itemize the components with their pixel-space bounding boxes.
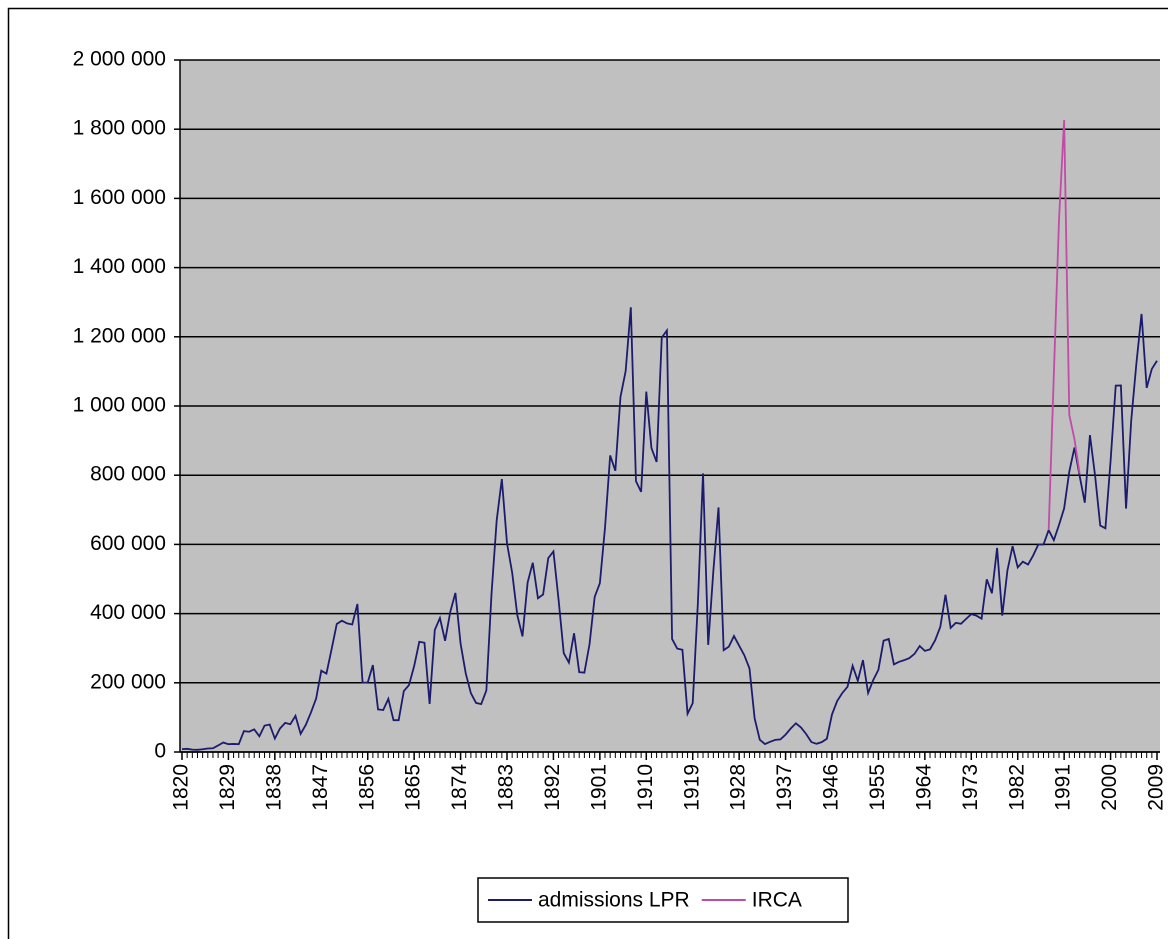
y-tick-label: 800 000 xyxy=(90,463,166,486)
x-tick-label: 1847 xyxy=(309,764,332,811)
x-tick-label: 1955 xyxy=(866,764,889,811)
series-line xyxy=(181,307,1158,751)
x-tick-label: 1946 xyxy=(820,764,843,811)
y-tick-label: 2 000 000 xyxy=(73,48,166,71)
legend-label: IRCA xyxy=(752,889,802,912)
x-tick-label: 1964 xyxy=(912,764,935,811)
y-tick-label: 600 000 xyxy=(90,532,166,555)
y-tick-label: 200 000 xyxy=(90,670,166,693)
y-tick-label: 0 xyxy=(154,740,166,763)
legend-label: admissions LPR xyxy=(538,889,690,912)
x-tick-label: 1829 xyxy=(216,764,239,811)
x-tick-label: 1991 xyxy=(1052,764,1075,811)
x-tick-label: 1892 xyxy=(541,764,564,811)
x-tick-label: 1874 xyxy=(448,764,471,811)
x-tick-label: 1865 xyxy=(402,764,425,811)
x-tick-label: 2000 xyxy=(1098,764,1121,811)
x-tick-label: 1982 xyxy=(1005,764,1028,811)
y-tick-label: 400 000 xyxy=(90,601,166,624)
x-tick-label: 1856 xyxy=(355,764,378,811)
series-line xyxy=(1047,119,1081,531)
y-tick-label: 1 800 000 xyxy=(73,117,166,140)
x-tick-label: 1901 xyxy=(587,764,610,811)
x-tick-label: 1883 xyxy=(495,764,518,811)
x-tick-label: 1928 xyxy=(727,764,750,811)
x-tick-label: 1919 xyxy=(680,764,703,811)
x-tick-label: 1820 xyxy=(170,764,193,811)
y-tick-label: 1 000 000 xyxy=(73,394,166,417)
x-tick-label: 2009 xyxy=(1145,764,1168,811)
legend-box xyxy=(477,877,849,923)
x-tick-label: 1910 xyxy=(634,764,657,811)
x-tick-label: 1937 xyxy=(773,764,796,811)
y-tick-label: 1 400 000 xyxy=(73,255,166,278)
x-tick-label: 1973 xyxy=(959,764,982,811)
y-tick-label: 1 600 000 xyxy=(73,186,166,209)
y-tick-label: 1 200 000 xyxy=(73,324,166,347)
x-tick-label: 1838 xyxy=(262,764,285,811)
